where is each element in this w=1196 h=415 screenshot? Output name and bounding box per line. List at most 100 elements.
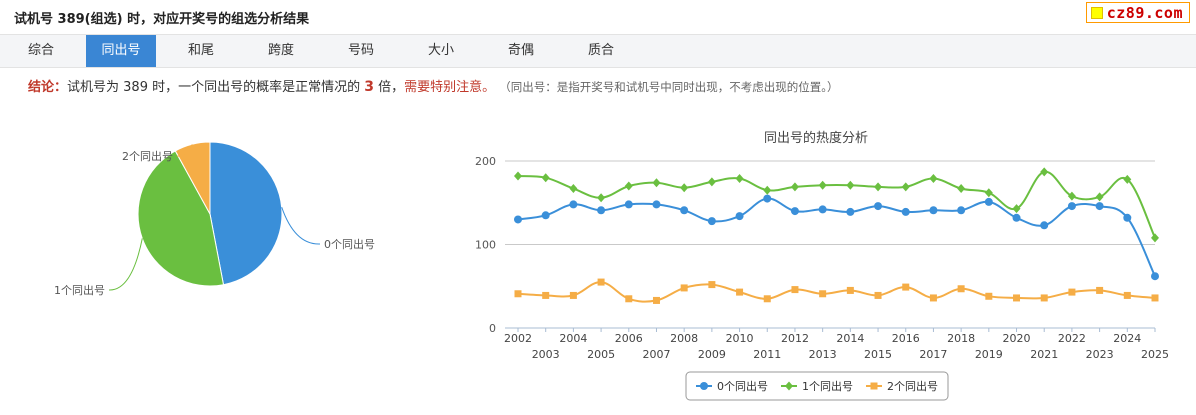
legend-marker: [785, 381, 793, 391]
series-line-1: [517, 170, 1156, 239]
conclusion-multiple: 3: [364, 79, 374, 95]
brand-text: cz89.com: [1106, 3, 1183, 22]
data-point-1: [984, 188, 993, 198]
x-tick-label: 2021: [1030, 348, 1058, 361]
data-point-2: [819, 290, 827, 298]
tab-span[interactable]: 跨度: [267, 43, 294, 58]
data-point-2: [846, 286, 854, 294]
data-point-0: [1095, 202, 1104, 211]
x-tick-label: 2015: [864, 348, 892, 361]
data-point-1: [597, 193, 606, 203]
data-point-2: [514, 290, 522, 298]
data-point-1: [929, 174, 938, 184]
x-tick-label: 2012: [781, 332, 809, 345]
conclusion-warning: 需要特别注意。: [404, 80, 496, 95]
data-point-1: [957, 184, 966, 194]
tab-same-number[interactable]: 同出号: [86, 35, 156, 67]
legend-label: 2个同出号: [887, 379, 938, 393]
data-point-2: [874, 291, 882, 299]
data-point-0: [735, 212, 744, 221]
x-tick-label: 2023: [1086, 348, 1114, 361]
data-point-2: [1123, 291, 1131, 299]
legend-marker: [700, 382, 708, 390]
data-point-0: [624, 200, 633, 209]
data-point-1: [624, 181, 633, 191]
x-tick-label: 2022: [1058, 332, 1086, 345]
data-point-1: [901, 182, 910, 192]
pie-connector: [281, 207, 321, 245]
y-tick-label: 100: [475, 239, 496, 252]
data-point-2: [542, 291, 550, 299]
tab-prime-composite[interactable]: 质合: [587, 43, 614, 58]
data-point-0: [707, 217, 716, 226]
x-tick-label: 2002: [504, 332, 532, 345]
data-point-1: [1040, 167, 1049, 177]
x-tick-label: 2011: [753, 348, 781, 361]
data-point-2: [1151, 294, 1159, 302]
data-point-0: [929, 206, 938, 215]
tab-sum-tail[interactable]: 和尾: [187, 43, 214, 58]
data-point-2: [597, 278, 605, 286]
data-point-0: [569, 200, 578, 209]
data-point-2: [929, 294, 937, 302]
conclusion-line: 结论：试机号为 389 时，一个同出号的概率是正常情况的 3 倍，需要特别注意。…: [28, 76, 839, 95]
data-point-1: [1123, 174, 1132, 184]
data-point-1: [874, 182, 883, 192]
data-point-1: [514, 171, 522, 181]
x-tick-label: 2009: [698, 348, 726, 361]
data-point-0: [652, 200, 661, 209]
data-point-0: [1123, 213, 1132, 222]
x-tick-label: 2019: [975, 348, 1003, 361]
data-point-1: [569, 184, 578, 194]
brand-logo[interactable]: cz89.com: [1085, 2, 1190, 23]
data-point-2: [1096, 286, 1104, 294]
x-tick-label: 2005: [587, 348, 615, 361]
data-point-2: [708, 281, 716, 289]
pie-slice: [209, 141, 283, 286]
pie-label: 1个同出号: [54, 283, 105, 297]
tab-bar: 综合 同出号 和尾 跨度 号码 大小 奇偶 质合: [0, 34, 1196, 68]
legend-marker: [870, 382, 878, 390]
title-bar: 试机号 389(组选) 时，对应开奖号的组选分析结果 cz89.com: [0, 0, 1196, 34]
data-point-2: [791, 286, 799, 294]
data-point-1: [846, 180, 855, 190]
x-tick-label: 2003: [532, 348, 560, 361]
data-point-0: [514, 215, 522, 224]
data-point-2: [625, 295, 633, 303]
line-chart: 同出号的热度分析01002002002200320042005200620072…: [475, 130, 1169, 401]
data-point-1: [763, 185, 772, 195]
pie-slice: [137, 150, 225, 287]
pie-label: 2个同出号: [122, 149, 173, 163]
data-point-0: [541, 211, 550, 220]
series-line-0: [517, 197, 1156, 277]
data-point-0: [874, 202, 883, 211]
tab-size[interactable]: 大小: [427, 43, 454, 58]
data-point-0: [901, 207, 910, 216]
y-tick-label: 0: [489, 322, 496, 335]
x-tick-label: 2025: [1141, 348, 1169, 361]
x-tick-label: 2014: [836, 332, 864, 345]
chart-title: 同出号的热度分析: [764, 130, 868, 146]
data-point-2: [985, 292, 993, 300]
data-point-2: [680, 284, 688, 292]
tab-overview[interactable]: 综合: [27, 43, 54, 58]
conclusion-text: 试机号为 389 时，一个同出号的概率是正常情况的: [67, 80, 361, 95]
data-point-1: [652, 178, 661, 188]
data-point-2: [1040, 294, 1048, 302]
page-title: 试机号 389(组选) 时，对应开奖号的组选分析结果: [14, 12, 310, 27]
data-point-1: [1067, 191, 1076, 201]
pie-chart: 0个同出号 1个同出号 2个同出号: [54, 141, 375, 297]
data-point-2: [902, 283, 910, 291]
x-tick-label: 2017: [919, 348, 947, 361]
tab-odd-even[interactable]: 奇偶: [507, 43, 534, 58]
legend-label: 1个同出号: [802, 379, 853, 393]
data-point-2: [652, 296, 660, 304]
tab-number[interactable]: 号码: [347, 43, 374, 58]
data-point-1: [1012, 204, 1021, 214]
series-line-2: [517, 281, 1156, 303]
data-point-2: [569, 291, 577, 299]
data-point-2: [736, 288, 744, 296]
x-tick-label: 2010: [726, 332, 754, 345]
data-point-0: [1040, 221, 1049, 230]
data-point-1: [818, 180, 827, 190]
